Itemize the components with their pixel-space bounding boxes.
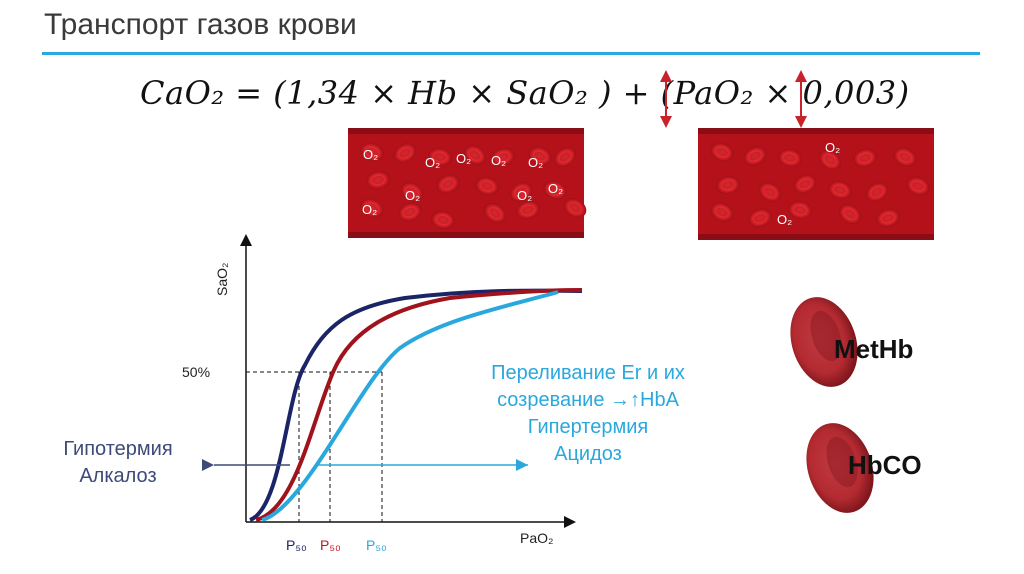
red-blood-cell-icon <box>400 182 424 202</box>
red-blood-cell-icon <box>398 202 422 222</box>
vessel-low-saturation: O₂ O₂ <box>698 128 934 240</box>
red-blood-cell-icon <box>748 208 772 228</box>
o2-molecule-label: O₂ <box>528 155 543 170</box>
red-blood-cell-icon <box>853 148 877 168</box>
red-blood-cell-icon <box>366 170 390 190</box>
p50-normal-label: P₅₀ <box>320 537 341 553</box>
red-blood-cell-icon <box>491 147 515 167</box>
red-blood-cell-icon <box>360 142 384 162</box>
y-axis-label: SaO₂ <box>214 262 230 296</box>
curve-left-shift <box>249 288 583 522</box>
right-shift-line-2: созревание →↑HbA <box>497 389 679 411</box>
red-blood-cell-icon <box>528 146 552 166</box>
hbco-cell-icon <box>806 423 874 513</box>
left-shift-line-1: Гипотермия <box>63 438 173 460</box>
p50-right-label: P₅₀ <box>366 537 387 553</box>
o2-molecule-label: O₂ <box>362 202 377 217</box>
o2-molecule-label: O₂ <box>405 188 420 203</box>
right-shift-line-1: Переливание Er и их <box>491 362 685 384</box>
left-shift-line-2: Алкалоз <box>79 465 157 487</box>
red-blood-cell-icon <box>710 142 734 162</box>
red-blood-cell-icon <box>758 182 782 202</box>
red-blood-cell-icon <box>509 182 533 202</box>
red-blood-cell-icon <box>818 149 842 171</box>
methb-label: MetHb <box>834 334 914 364</box>
red-blood-cell-icon <box>516 200 540 220</box>
red-blood-cell-icon <box>865 182 889 202</box>
o2-molecule-label: O₂ <box>825 140 840 155</box>
red-blood-cell-icon <box>436 174 460 194</box>
right-shift-line-4: Ацидоз <box>554 443 622 465</box>
red-blood-cell-icon <box>553 146 577 168</box>
title-divider <box>42 52 980 55</box>
o2-molecule-label: O₂ <box>548 181 563 196</box>
fifty-percent-label: 50% <box>182 364 211 380</box>
red-blood-cell-icon <box>563 198 587 218</box>
methb-cell-icon <box>790 297 858 387</box>
o2-molecule-label: O₂ <box>456 151 471 166</box>
curve-right-shift <box>261 290 559 522</box>
sao2-updown-arrow <box>660 70 672 128</box>
red-blood-cell-icon <box>475 176 499 196</box>
dissociation-graph <box>202 234 583 528</box>
o2-molecule-label: O₂ <box>363 147 378 162</box>
red-blood-cell-icon <box>906 176 930 196</box>
red-blood-cell-icon <box>716 175 740 195</box>
red-blood-cell-icon <box>710 202 734 222</box>
red-blood-cell-icon <box>543 180 567 200</box>
oxygen-content-formula: CaO₂ = (1,34 × Hb × SaO₂ ) + (PaO₂ × 0,0… <box>140 74 910 112</box>
right-shift-line-3: Гипертермия <box>527 416 649 438</box>
x-axis-label: PaO₂ <box>520 530 554 546</box>
red-blood-cell-icon <box>393 143 417 163</box>
page-title: Транспорт газов крови <box>44 8 357 41</box>
right-shift-factors: Переливание Er и их созревание →↑HbA Гип… <box>458 360 718 468</box>
o2-molecule-label: O₂ <box>517 188 532 203</box>
red-blood-cell-icon <box>778 148 802 168</box>
o2-molecule-label: O₂ <box>777 212 792 227</box>
left-shift-factors: Гипотермия Алкалоз <box>28 436 208 490</box>
red-blood-cell-icon <box>838 203 862 225</box>
vessel-high-saturation: O₂ O₂ O₂ O₂ O₂ O₂ O₂ O₂ O₂ <box>348 128 587 238</box>
red-blood-cell-icon <box>828 180 852 200</box>
red-blood-cell-icon <box>788 200 812 220</box>
red-blood-cell-icon <box>793 174 817 194</box>
red-blood-cell-icon <box>743 146 767 166</box>
hbco-label: HbCO <box>848 450 922 480</box>
red-blood-cell-icon <box>483 202 507 224</box>
p50-left-label: P₅₀ <box>286 537 307 553</box>
curve-normal <box>255 288 583 522</box>
red-blood-cell-icon <box>428 147 452 167</box>
o2-molecule-label: O₂ <box>425 155 440 170</box>
red-blood-cell-icon <box>431 210 455 230</box>
o2-molecule-label: O₂ <box>491 153 506 168</box>
red-blood-cell-icon <box>463 144 487 166</box>
red-blood-cell-icon <box>360 198 384 218</box>
red-blood-cell-icon <box>893 147 917 167</box>
red-blood-cell-icon <box>876 208 900 228</box>
pao2-updown-arrow <box>795 70 807 128</box>
